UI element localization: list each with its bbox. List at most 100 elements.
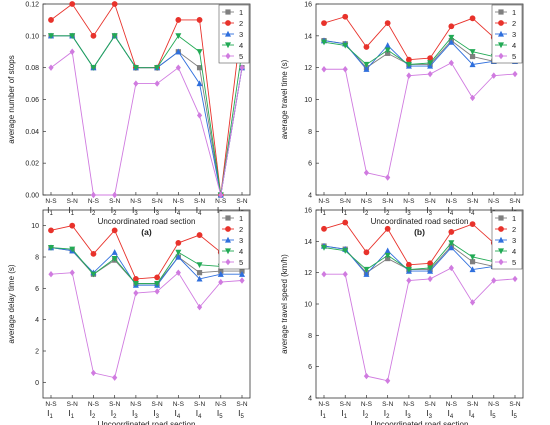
legend-marker — [498, 236, 504, 243]
x-tick-direction-label: S-N — [382, 198, 394, 205]
series-4-point — [90, 271, 97, 278]
series-3-point — [196, 80, 203, 87]
series-2-point — [469, 15, 476, 22]
series-5-point — [90, 369, 97, 377]
x-tick-direction-label: S-N — [194, 198, 206, 205]
legend-label: 4 — [512, 41, 516, 50]
x-tick-direction-label: S-N — [67, 401, 79, 408]
series-2-point — [111, 1, 118, 7]
x-tick-direction-label: N-S — [130, 198, 142, 205]
legend-label: 1 — [512, 214, 516, 223]
legend-marker — [225, 226, 231, 232]
series-2-point — [342, 13, 349, 20]
series-5-point — [427, 70, 433, 78]
x-tick-direction-label: N-S — [318, 198, 330, 205]
series-4-point — [469, 49, 476, 55]
series-1-line — [51, 35, 243, 196]
legend-marker — [498, 30, 504, 37]
legend: 1 2 3 4 5 — [491, 210, 523, 270]
series-2-point — [321, 20, 327, 26]
y-tick-label: 0.06 — [25, 97, 39, 104]
series-2-line — [323, 222, 515, 266]
x-tick-direction-label: N-S — [488, 401, 500, 408]
chart-panel-4: 46810121416N-SI1S-NI1N-SI2S-NI2N-SI3S-NI… — [280, 208, 524, 425]
series-4-point — [405, 61, 412, 68]
series-2-point — [90, 250, 97, 257]
legend-marker — [225, 248, 231, 255]
series-4-point — [154, 65, 161, 71]
x-tick-section-label: I1 — [68, 408, 74, 420]
series-5-point — [448, 59, 454, 67]
series-2-point — [175, 240, 182, 246]
series-3-line — [323, 40, 515, 70]
x-tick-direction-label: N-S — [446, 401, 458, 408]
series-5-point — [448, 264, 454, 272]
x-tick-direction-label: S-N — [109, 401, 121, 408]
chart-panel-3: 0246810N-SI1S-NI1N-SI2S-NI2N-SI3S-NI3N-S… — [7, 209, 251, 425]
x-tick-direction-label: S-N — [340, 401, 352, 408]
legend-label: 4 — [239, 247, 243, 256]
y-tick-label: 0.08 — [25, 65, 39, 72]
series-5-point — [48, 64, 54, 71]
series-4-line — [323, 242, 516, 271]
series-2-point — [69, 1, 76, 7]
y-tick-label: 8 — [35, 255, 39, 262]
series-2-line — [50, 225, 243, 280]
series-5-point — [154, 80, 160, 87]
x-tick-section-label: I3 — [405, 205, 411, 217]
series-5-line — [50, 50, 243, 196]
x-axis-title: Uncoordinated road section — [98, 420, 196, 425]
x-tick-direction-label: S-N — [425, 401, 437, 408]
series-3-point — [363, 271, 370, 277]
y-tick-label: 2 — [35, 349, 39, 356]
x-tick-section-label: I1 — [68, 205, 74, 217]
y-tick-label: 6 — [308, 161, 312, 168]
series-3-point — [384, 42, 391, 48]
x-tick-section-label: I2 — [363, 205, 369, 217]
x-tick-direction-label: S-N — [509, 401, 521, 408]
y-tick-label: 6 — [308, 364, 312, 371]
legend-label: 5 — [239, 258, 243, 267]
y-tick-label: 10 — [31, 223, 39, 230]
series-2-point — [405, 56, 412, 63]
series-2-point — [111, 227, 118, 234]
chart-panel-2: 46810121416N-SI1S-NI1N-SI2S-NI2N-SI3S-NI… — [280, 2, 524, 237]
y-tick-label: 0.00 — [25, 193, 39, 200]
series-5-point — [218, 191, 224, 199]
series-5-point — [385, 174, 391, 181]
x-tick-direction-label: S-N — [152, 198, 164, 205]
series-5-point — [239, 277, 245, 284]
legend-label: 4 — [239, 41, 243, 50]
x-axis-title: Uncoordinated road section — [371, 420, 469, 425]
series-5-point — [90, 191, 97, 199]
series-4-point — [69, 246, 76, 253]
series-1-point — [469, 259, 476, 265]
y-tick-label: 16 — [304, 208, 312, 215]
series-5-point — [512, 275, 518, 283]
x-tick-direction-label: N-S — [88, 401, 100, 408]
x-tick-section-label: I1 — [47, 205, 53, 217]
y-tick-label: 0 — [35, 380, 39, 387]
series-2-point — [196, 17, 203, 23]
legend-marker — [498, 9, 504, 15]
series-4-point — [384, 47, 391, 54]
series-3-point — [217, 271, 224, 277]
y-tick-label: 12 — [304, 270, 312, 277]
x-tick-section-label: I1 — [47, 408, 53, 420]
series-4-point — [111, 255, 118, 262]
legend-marker — [225, 236, 231, 243]
y-tick-label: 0.02 — [25, 161, 39, 168]
series-4-point — [154, 281, 161, 287]
series-4-point — [342, 248, 349, 254]
series-5-point — [218, 278, 224, 286]
x-tick-direction-label: S-N — [67, 198, 79, 205]
series-4-point — [342, 42, 349, 49]
series-4-point — [321, 39, 327, 46]
series-5-line — [324, 62, 516, 179]
series-3-point — [384, 247, 391, 254]
legend-marker — [498, 52, 504, 60]
legend-label: 3 — [512, 30, 516, 39]
x-tick-direction-label: S-N — [194, 401, 206, 408]
series-3-line — [50, 247, 242, 286]
